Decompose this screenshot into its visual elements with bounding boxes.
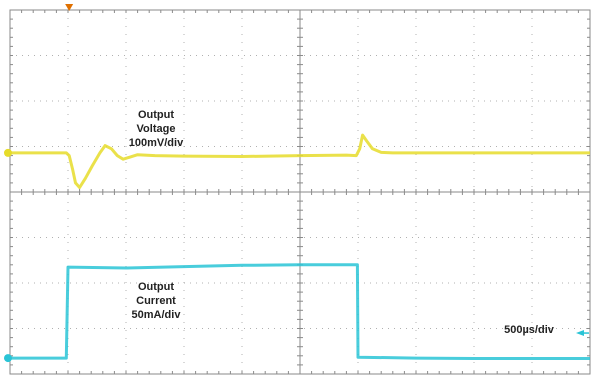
series-output-current-line [10, 263, 590, 360]
voltage-label-line2: Voltage [137, 123, 176, 135]
voltage-label-line1: Output [138, 109, 174, 121]
current-label-line2: Current [136, 295, 176, 307]
voltage-label-line3: 100mV/div [129, 137, 184, 149]
channel-1-marker [4, 148, 12, 157]
grid-border [9, 9, 591, 375]
traces [9, 133, 591, 360]
current-label-line1: Output [138, 281, 174, 293]
channel-2-marker [4, 354, 12, 363]
timebase-label: 500µs/div [504, 324, 555, 336]
current-label-line3: 50mA/div [132, 309, 182, 321]
markers [4, 4, 589, 363]
trigger-marker [65, 4, 74, 11]
trigger-level-arrow [576, 330, 584, 337]
